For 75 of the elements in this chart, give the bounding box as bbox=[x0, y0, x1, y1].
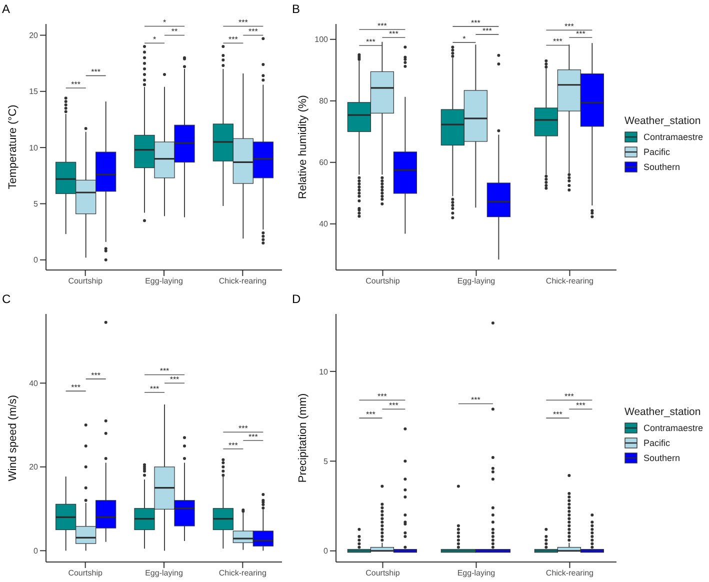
legend-label: Southern bbox=[643, 162, 680, 172]
x-tick-label: Egg-laying bbox=[457, 276, 496, 286]
y-tick-label: 40 bbox=[319, 220, 329, 229]
legend-label: Pacific bbox=[643, 146, 670, 156]
y-tick-label: 80 bbox=[319, 96, 329, 106]
annotation: *** bbox=[91, 68, 101, 77]
x-tick-label: Courtship bbox=[366, 568, 400, 578]
annotation: *** bbox=[238, 18, 248, 28]
annotation: *** bbox=[228, 440, 238, 450]
y-tick-label: 10 bbox=[29, 143, 39, 152]
y-tick-label: 15 bbox=[29, 87, 39, 96]
x-tick-label: Egg-laying bbox=[457, 568, 496, 578]
annotation: *** bbox=[170, 375, 180, 384]
y-tick-label: 10 bbox=[319, 367, 329, 376]
y-axis-title: Relative humidity (%) bbox=[296, 95, 309, 199]
y-tick-label: 0 bbox=[34, 256, 39, 265]
annotation: * bbox=[462, 34, 466, 44]
x-tick-label: Courtship bbox=[366, 276, 400, 286]
x-tick-label: Chick-rearing bbox=[546, 568, 594, 578]
annotation: *** bbox=[366, 38, 376, 47]
x-tick-label: Egg-laying bbox=[145, 568, 183, 578]
annotation: *** bbox=[564, 22, 574, 32]
y-tick-label: 0 bbox=[34, 546, 39, 556]
x-tick-label: Chick-rearing bbox=[218, 568, 266, 578]
annotation: *** bbox=[248, 432, 258, 442]
annotation: *** bbox=[389, 30, 398, 39]
annotation: ** bbox=[171, 27, 178, 36]
annotation: *** bbox=[552, 37, 562, 46]
y-tick-label: 20 bbox=[29, 462, 39, 472]
annotation: *** bbox=[91, 370, 101, 380]
legend-title: Weather_station bbox=[624, 406, 702, 418]
chart-title: B bbox=[292, 2, 300, 16]
annotation: *** bbox=[366, 410, 376, 420]
legend-title: Weather_station bbox=[624, 114, 702, 126]
annotation: *** bbox=[160, 366, 170, 376]
y-tick-label: 5 bbox=[34, 200, 39, 209]
chart-title: D bbox=[292, 292, 301, 306]
annotation: *** bbox=[482, 26, 492, 36]
annotation: *** bbox=[71, 383, 81, 392]
annotation: *** bbox=[564, 392, 574, 402]
annotation: *** bbox=[378, 22, 387, 31]
annotation: *** bbox=[576, 30, 586, 39]
x-tick-label: Chick-rearing bbox=[218, 276, 266, 286]
annotation: *** bbox=[576, 401, 586, 410]
legend-label: Southern bbox=[643, 452, 680, 462]
x-tick-label: Chick-rearing bbox=[546, 276, 594, 286]
annotation: *** bbox=[552, 410, 562, 420]
y-tick-label: 60 bbox=[319, 158, 329, 168]
y-tick-label: 100 bbox=[314, 35, 329, 44]
annotation: *** bbox=[248, 27, 258, 36]
y-axis-title: Precipitation (mm) bbox=[296, 393, 309, 483]
legend-label: Contramaestre bbox=[643, 422, 703, 432]
chart-title: C bbox=[2, 292, 11, 306]
y-tick-label: 40 bbox=[29, 378, 39, 388]
annotation: *** bbox=[378, 392, 387, 402]
annotation: * bbox=[152, 35, 156, 44]
annotation: *** bbox=[389, 401, 398, 410]
x-tick-label: Courtship bbox=[68, 276, 103, 286]
chart-title: A bbox=[2, 2, 10, 16]
annotation: *** bbox=[471, 396, 480, 405]
annotation: *** bbox=[71, 80, 81, 90]
y-tick-label: 20 bbox=[29, 31, 39, 40]
annotation: *** bbox=[150, 384, 160, 394]
x-tick-label: Courtship bbox=[68, 568, 103, 578]
annotation: * bbox=[162, 18, 166, 28]
y-tick-label: 0 bbox=[324, 546, 329, 556]
y-tick-label: 5 bbox=[324, 456, 329, 466]
annotation: *** bbox=[238, 424, 248, 434]
y-axis-title: Temperature (°C) bbox=[6, 104, 19, 190]
legend-label: Contramaestre bbox=[643, 132, 703, 142]
annotation: *** bbox=[228, 35, 238, 44]
y-axis-title: Wind speed (m/s) bbox=[6, 394, 19, 482]
x-tick-label: Egg-laying bbox=[145, 276, 183, 286]
annotation: *** bbox=[471, 18, 480, 28]
legend-label: Pacific bbox=[643, 438, 670, 448]
